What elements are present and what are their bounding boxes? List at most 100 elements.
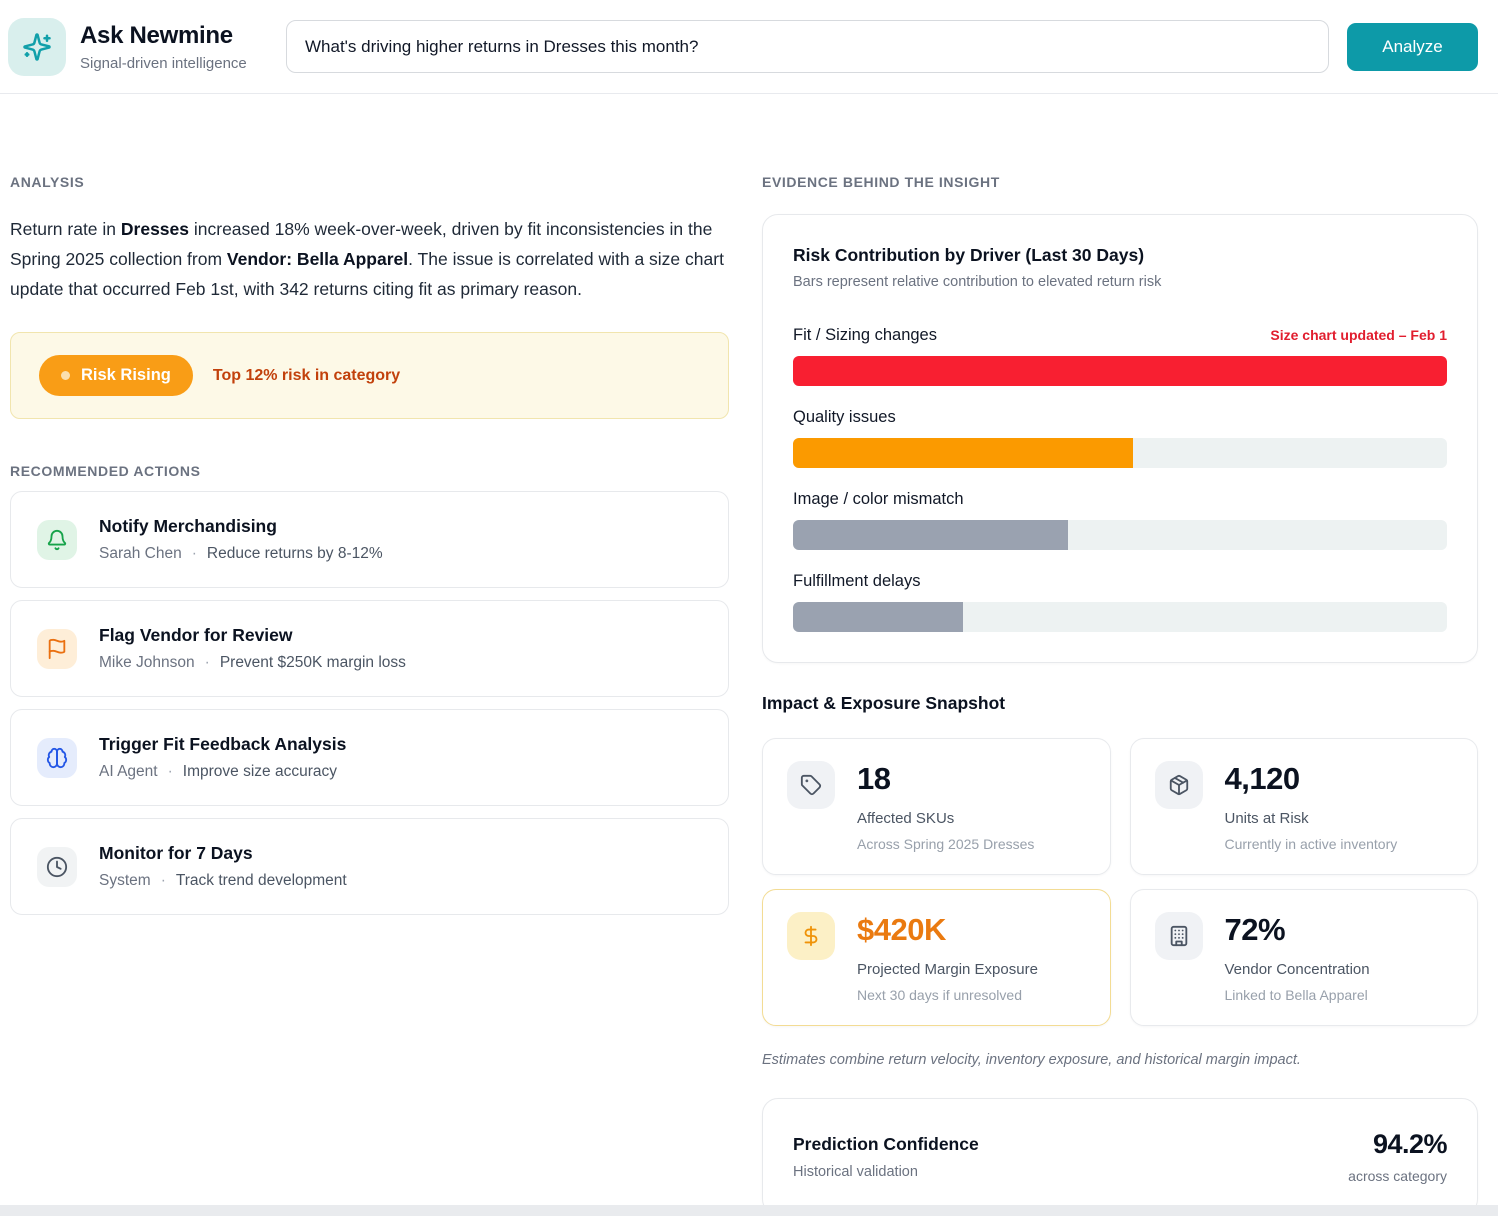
bar-track	[793, 438, 1447, 468]
stat-grid: 18 Affected SKUs Across Spring 2025 Dres…	[762, 738, 1478, 1026]
clock-icon	[37, 846, 77, 887]
confidence-value: 94.2%	[1372, 1129, 1448, 1159]
action-title: Monitor for 7 Days	[99, 843, 253, 863]
confidence-context: across category	[1348, 1168, 1447, 1184]
app-header: Ask Newmine Signal-driven intelligence A…	[0, 0, 1498, 94]
action-owner: Mike Johnson	[99, 654, 195, 671]
risk-banner: Risk Rising Top 12% risk in category	[10, 332, 729, 419]
action-body: Monitor for 7 Days System · Track trend de…	[99, 843, 347, 890]
stat-label: Units at Risk	[1224, 810, 1309, 827]
bar-track	[793, 356, 1447, 386]
action-body: Flag Vendor for Review Mike Johnson · Prev…	[99, 625, 406, 672]
bar-head: Fit / Sizing changes Size chart updated …	[793, 326, 1447, 345]
bar-fill	[793, 520, 1068, 550]
stat-body: 18 Affected SKUs Across Spring 2025 Dres…	[857, 761, 1034, 852]
bar-row-image-mismatch: Image / color mismatch	[793, 490, 1447, 550]
action-benefit: Reduce returns by 8-12%	[206, 545, 383, 562]
risk-note: Top 12% risk in category	[212, 366, 401, 384]
bar-label: Fulfillment delays	[793, 572, 921, 590]
snapshot-section-title: Impact & Exposure Snapshot	[762, 693, 1006, 713]
stat-sublabel: Linked to Bella Apparel	[1224, 987, 1368, 1003]
bar-fill	[793, 602, 964, 632]
confidence-subtitle: Historical validation	[793, 1163, 918, 1180]
stat-value: 72%	[1224, 912, 1286, 947]
query-input[interactable]	[286, 20, 1329, 73]
analysis-column: ANALYSIS Return rate in Dresses increase…	[10, 174, 729, 1215]
stat-card-vendor-concentration: 72% Vendor Concentration Linked to Bella…	[1129, 889, 1478, 1026]
action-card-flag-vendor[interactable]: Flag Vendor for Review Mike Johnson · Prev…	[10, 600, 729, 697]
package-icon	[1154, 761, 1203, 809]
bar-row-fit-sizing: Fit / Sizing changes Size chart updated …	[793, 326, 1447, 386]
bar-label: Quality issues	[793, 408, 896, 426]
main-content: ANALYSIS Return rate in Dresses increase…	[0, 94, 1498, 1215]
analysis-bold-dresses: Dresses	[120, 219, 190, 239]
dollar-icon	[787, 912, 835, 960]
action-owner: System	[99, 872, 151, 889]
brain-icon	[37, 737, 77, 778]
action-meta: System · Track trend development	[99, 872, 347, 890]
stat-sublabel: Currently in active inventory	[1224, 836, 1398, 852]
action-card-trigger-fit-analysis[interactable]: Trigger Fit Feedback Analysis AI Agent · I…	[10, 709, 729, 806]
action-body: Notify Merchandising Sarah Chen · Reduce r…	[99, 516, 383, 563]
flag-icon	[37, 628, 77, 669]
separator-dot: ·	[167, 763, 173, 780]
risk-dot-icon	[61, 371, 70, 380]
action-meta: Sarah Chen · Reduce returns by 8-12%	[99, 545, 383, 563]
action-benefit: Track trend development	[175, 872, 347, 889]
bar-fill	[793, 438, 1134, 468]
analysis-paragraph: Return rate in Dresses increased 18% wee…	[10, 214, 729, 304]
action-card-notify-merchandising[interactable]: Notify Merchandising Sarah Chen · Reduce r…	[10, 491, 729, 588]
bar-row-fulfillment: Fulfillment delays	[793, 572, 1447, 632]
analyze-button[interactable]: Analyze	[1347, 22, 1478, 71]
action-card-monitor[interactable]: Monitor for 7 Days System · Track trend de…	[10, 818, 729, 915]
action-owner: Sarah Chen	[99, 545, 182, 562]
chart-subtitle: Bars represent relative contribution to …	[793, 274, 1162, 290]
bar-chart: Fit / Sizing changes Size chart updated …	[793, 326, 1447, 632]
building-icon	[1154, 912, 1203, 960]
analysis-text-part: increased 18% week-over-week, driven by …	[10, 219, 713, 269]
bell-icon	[37, 519, 77, 560]
tag-icon	[787, 761, 835, 809]
action-title: Notify Merchandising	[99, 516, 277, 536]
analysis-section-label: ANALYSIS	[10, 174, 85, 190]
app-title: Ask Newmine	[80, 21, 233, 49]
risk-contribution-chart-card: Risk Contribution by Driver (Last 30 Day…	[762, 214, 1478, 663]
actions-section-label: RECOMMENDED ACTIONS	[10, 463, 201, 479]
prediction-confidence-card: Prediction Confidence Historical validat…	[762, 1098, 1478, 1215]
app-tagline: Signal-driven intelligence	[80, 54, 247, 72]
chart-title: Risk Contribution by Driver (Last 30 Day…	[793, 245, 1145, 265]
stat-value: 18	[857, 761, 891, 796]
bar-label: Image / color mismatch	[793, 490, 964, 508]
risk-badge-label: Risk Rising	[81, 366, 171, 384]
action-meta: Mike Johnson · Prevent $250K margin loss	[99, 654, 406, 672]
stat-sublabel: Next 30 days if unresolved	[857, 987, 1022, 1003]
bar-row-quality: Quality issues	[793, 408, 1447, 468]
stat-label: Vendor Concentration	[1224, 961, 1370, 978]
app-logo	[8, 17, 66, 76]
estimates-footnote: Estimates combine return velocity, inven…	[762, 1052, 1301, 1068]
separator-dot: ·	[160, 872, 166, 889]
stat-card-units-at-risk: 4,120 Units at Risk Currently in active …	[1129, 738, 1478, 875]
action-title: Flag Vendor for Review	[99, 625, 293, 645]
risk-rising-badge: Risk Rising	[39, 355, 193, 396]
sparkles-icon	[22, 32, 52, 62]
confidence-title: Prediction Confidence	[793, 1133, 979, 1154]
stat-sublabel: Across Spring 2025 Dresses	[857, 836, 1035, 852]
separator-dot: ·	[204, 654, 210, 671]
analysis-text-part: Return rate in	[10, 219, 121, 239]
confidence-left: Prediction Confidence Historical validat…	[793, 1134, 979, 1180]
stat-value: 4,120	[1224, 761, 1301, 796]
bar-fill	[793, 356, 1447, 386]
action-benefit: Improve size accuracy	[182, 763, 337, 780]
bar-head: Image / color mismatch	[793, 490, 1447, 509]
analysis-text-part: . The issue is correlated with a size ch…	[10, 249, 724, 299]
stat-body: $420K Projected Margin Exposure Next 30 …	[857, 912, 1038, 1003]
stat-card-affected-skus: 18 Affected SKUs Across Spring 2025 Dres…	[762, 738, 1111, 875]
separator-dot: ·	[191, 545, 197, 562]
stat-body: 4,120 Units at Risk Currently in active …	[1225, 761, 1398, 852]
analysis-bold-vendor: Vendor: Bella Apparel	[226, 249, 409, 269]
stat-value: $420K	[857, 912, 946, 947]
bar-track	[793, 602, 1447, 632]
action-body: Trigger Fit Feedback Analysis AI Agent · I…	[99, 734, 346, 781]
action-benefit: Prevent $250K margin loss	[219, 654, 406, 671]
